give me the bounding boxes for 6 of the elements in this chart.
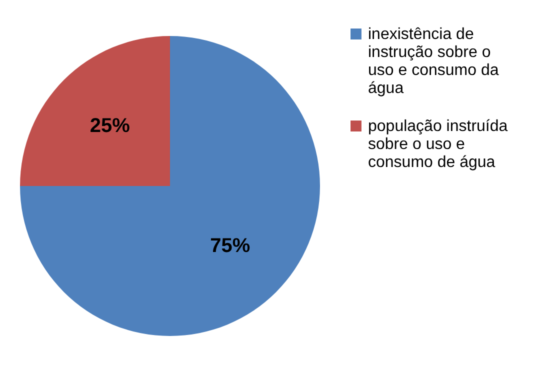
pie-slice <box>20 36 320 336</box>
pie-slice <box>20 36 170 186</box>
data-label: 75% <box>210 235 250 258</box>
legend-label: população instruída sobre o uso e consumo de água <box>368 118 508 171</box>
legend-label: inexistência de instrução sobre o uso e consumo da água <box>368 26 499 97</box>
data-label: 25% <box>90 114 130 137</box>
